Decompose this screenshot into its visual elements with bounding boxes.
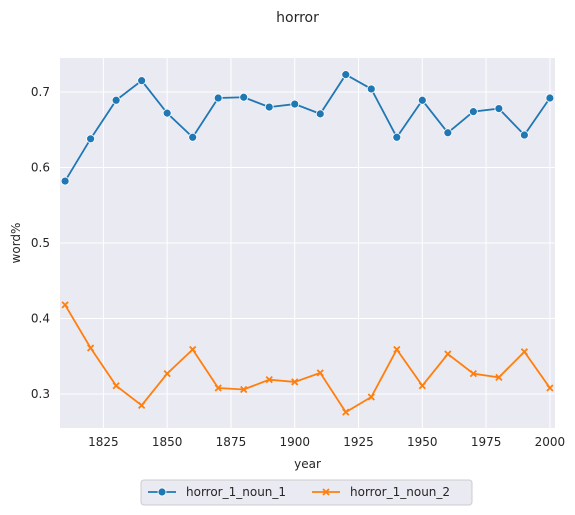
data-point <box>315 109 325 119</box>
data-point <box>86 344 95 352</box>
data-point <box>392 132 402 142</box>
data-point <box>418 382 426 390</box>
x-tick-label: 1950 <box>407 435 438 449</box>
data-point <box>468 107 478 117</box>
grid-lines <box>60 58 555 428</box>
data-point <box>443 128 453 138</box>
data-point <box>213 93 223 103</box>
x-tick-label: 1875 <box>216 435 247 449</box>
data-point <box>469 369 477 378</box>
data-point <box>239 92 249 102</box>
data-point <box>291 378 299 386</box>
data-point <box>112 382 120 390</box>
data-point <box>137 76 147 86</box>
data-point <box>546 384 554 392</box>
legend-label: horror_1_noun_2 <box>350 485 450 499</box>
data-point <box>341 70 351 80</box>
data-point <box>138 401 146 409</box>
data-point <box>111 95 121 105</box>
x-tick-label: 1825 <box>88 435 119 449</box>
x-tick-label: 1900 <box>279 435 310 449</box>
data-point <box>316 369 324 377</box>
chart-title: horror <box>276 10 319 26</box>
x-tick-label: 2000 <box>535 435 566 449</box>
data-point <box>444 350 452 358</box>
data-point <box>366 84 376 94</box>
legend-item: horror_1_noun_2 <box>312 485 450 499</box>
data-point <box>86 134 96 144</box>
y-tick-label: 0.5 <box>31 236 50 250</box>
data-point <box>290 99 300 109</box>
data-point <box>494 104 504 113</box>
data-point <box>61 301 69 309</box>
data-point <box>188 132 198 142</box>
data-point <box>214 384 222 392</box>
data-point <box>367 393 375 401</box>
data-point <box>417 95 427 105</box>
y-axis-label: word% <box>9 223 23 264</box>
data-point <box>393 345 401 354</box>
legend-box <box>140 479 473 506</box>
data-point <box>60 176 70 186</box>
x-tick-label: 1850 <box>152 435 183 449</box>
data-point <box>189 345 197 354</box>
data-point <box>240 385 248 394</box>
data-point <box>264 102 274 112</box>
data-point <box>545 93 555 103</box>
data-point <box>495 373 503 382</box>
data-point <box>163 369 171 378</box>
data-point <box>162 108 172 118</box>
series-2 <box>61 301 554 416</box>
y-tick-label: 0.4 <box>31 312 50 326</box>
x-tick-label: 1975 <box>471 435 502 449</box>
legend-label: horror_1_noun_1 <box>186 485 286 499</box>
data-point <box>342 408 350 416</box>
legend: horror_1_noun_1 horror_1_noun_2 <box>140 479 473 506</box>
data-point <box>520 348 529 356</box>
series-1 <box>60 70 555 186</box>
series-line <box>64 304 551 414</box>
data-point <box>265 376 273 384</box>
x-tick-labels: 1825 1850 1875 1900 1925 1950 1975 2000 <box>88 435 565 449</box>
y-tick-label: 0.6 <box>31 160 50 174</box>
data-point <box>519 130 529 140</box>
legend-marker <box>157 487 167 497</box>
x-axis-label: year <box>294 457 321 471</box>
legend-item: horror_1_noun_1 <box>148 485 286 499</box>
legend-marker <box>322 488 330 496</box>
y-tick-labels: 0.3 0.4 0.5 0.6 0.7 <box>31 85 50 401</box>
series-group <box>60 70 555 416</box>
series-line <box>64 73 551 182</box>
y-tick-label: 0.7 <box>31 85 50 99</box>
x-tick-label: 1925 <box>343 435 374 449</box>
y-tick-label: 0.3 <box>31 387 50 401</box>
